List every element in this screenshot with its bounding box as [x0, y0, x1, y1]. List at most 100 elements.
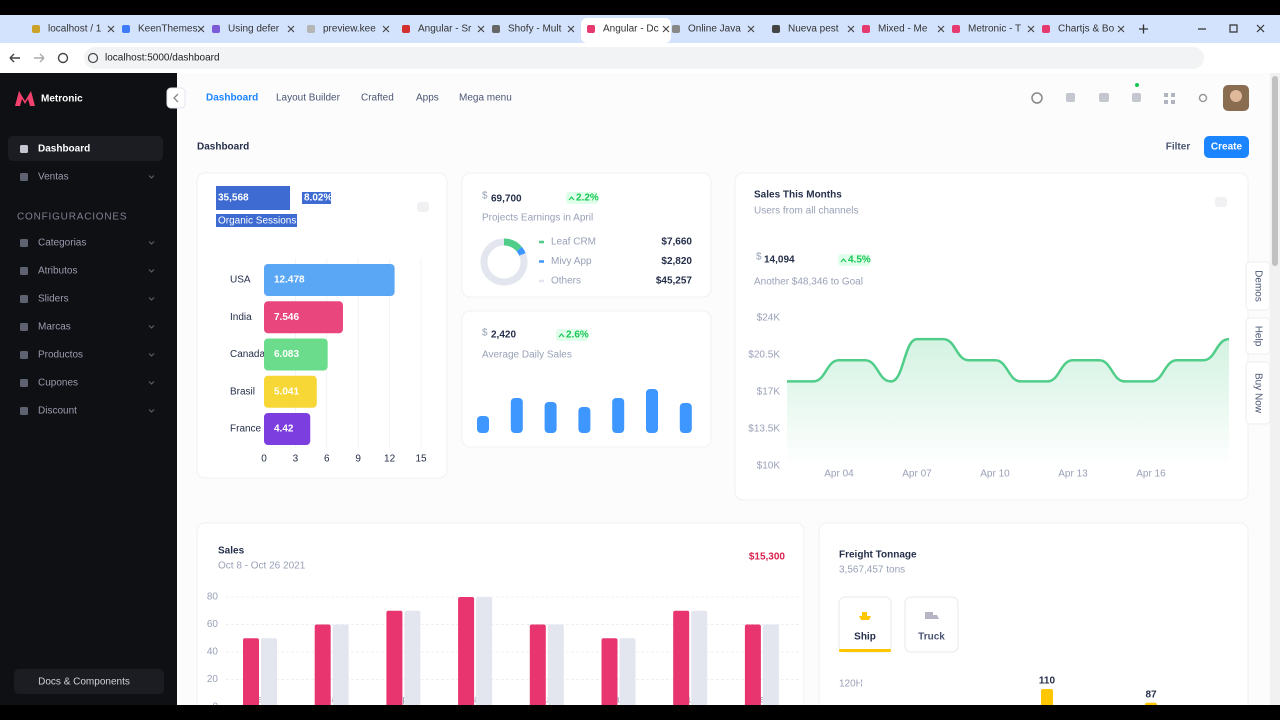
- tab-title[interactable]: Metronic - T: [968, 24, 1021, 35]
- menu-item[interactable]: Categorias: [38, 238, 86, 249]
- tab-title[interactable]: localhost / 1: [48, 24, 102, 35]
- card-menu[interactable]: [1215, 197, 1227, 207]
- x-tick-label: Apr 04: [824, 469, 854, 480]
- icon[interactable]: [1132, 93, 1141, 102]
- tab-close[interactable]: [847, 25, 855, 33]
- tab-title[interactable]: preview.kee: [323, 24, 376, 35]
- tab-close[interactable]: [382, 25, 390, 33]
- tab-title[interactable]: Angular - Dc: [603, 24, 659, 35]
- apps-icon[interactable]: [1164, 93, 1175, 104]
- window-controls[interactable]: [1198, 24, 1265, 33]
- bar: [646, 389, 658, 433]
- menu-item[interactable]: Atributos: [38, 266, 77, 277]
- forward-button[interactable]: [34, 53, 45, 63]
- theme-icon[interactable]: [1198, 93, 1208, 103]
- bar: [264, 264, 395, 296]
- tab-close[interactable]: [477, 25, 485, 33]
- search-icon[interactable]: [1031, 92, 1043, 104]
- tab-title[interactable]: KeenThemes: [138, 24, 197, 35]
- reload-button[interactable]: [57, 52, 69, 64]
- tab-title[interactable]: Using defer: [228, 24, 280, 35]
- menu-item[interactable]: Marcas: [38, 322, 71, 333]
- tab-close[interactable]: [1117, 25, 1125, 33]
- scroll-thumb[interactable]: [1272, 76, 1278, 266]
- tab-ship[interactable]: [838, 596, 892, 653]
- tab-close[interactable]: [287, 25, 295, 33]
- tab-title[interactable]: Chartjs & Bo: [1058, 24, 1115, 35]
- x-tick-label: Apr 13: [1058, 469, 1088, 480]
- chevron: [148, 269, 155, 273]
- create-label[interactable]: Create: [1211, 142, 1243, 153]
- x-tick-label: Apr: [396, 695, 412, 706]
- bar: [679, 403, 692, 433]
- tab-label[interactable]: Truck: [918, 632, 945, 643]
- new-tab[interactable]: [1139, 24, 1148, 34]
- category-label: USA: [230, 275, 251, 286]
- menu-item[interactable]: Ventas: [38, 172, 69, 183]
- stat-label: Organic Sessions: [218, 216, 296, 227]
- card-menu[interactable]: [417, 202, 429, 212]
- back-button[interactable]: [9, 53, 20, 63]
- icon[interactable]: [1066, 93, 1075, 102]
- side-tab[interactable]: [1245, 317, 1271, 355]
- chevron: [148, 297, 155, 301]
- x-tick-label: Apr 16: [1136, 469, 1166, 480]
- card-title: Sales This Months: [754, 190, 842, 201]
- tab-title[interactable]: Angular - Sr: [418, 24, 472, 35]
- menu-item[interactable]: Sliders: [38, 294, 69, 305]
- stat-label: Projects Earnings in April: [482, 213, 593, 224]
- omnibox[interactable]: [84, 47, 1204, 69]
- tab-close[interactable]: [1027, 25, 1035, 33]
- side-tab-label[interactable]: Buy Now: [1252, 373, 1263, 414]
- menu-item[interactable]: Discount: [38, 406, 77, 417]
- card-title: Freight Tonnage: [839, 550, 917, 561]
- tab-title[interactable]: Mixed - Me: [878, 24, 928, 35]
- docs-label[interactable]: Docs & Components: [38, 677, 130, 688]
- tab-close[interactable]: [567, 25, 575, 33]
- tab-close[interactable]: [107, 25, 115, 33]
- tab-title[interactable]: Shofy - Mult: [508, 24, 562, 35]
- stat-label: Average Daily Sales: [482, 350, 572, 361]
- badge-bg: [838, 254, 870, 266]
- menu-item[interactable]: Cupones: [38, 378, 78, 389]
- tab-close[interactable]: [197, 25, 205, 33]
- tab-close[interactable]: [937, 25, 945, 33]
- menu-item[interactable]: Dashboard: [38, 144, 90, 155]
- filter-button[interactable]: Filter: [1166, 142, 1191, 153]
- site-info[interactable]: [87, 52, 99, 64]
- side-tab[interactable]: [1245, 261, 1271, 311]
- area: [787, 339, 1229, 466]
- tab-truck[interactable]: [904, 596, 959, 653]
- tab-title[interactable]: Nueva pest: [788, 24, 839, 35]
- legend-value: $7,660: [661, 237, 692, 248]
- sidebar-toggle[interactable]: [166, 87, 186, 109]
- nav-link[interactable]: Dashboard: [206, 93, 258, 104]
- nav-link[interactable]: Crafted: [361, 93, 394, 104]
- tab-label[interactable]: Ship: [854, 632, 876, 643]
- side-tab-label[interactable]: Demos: [1252, 270, 1263, 302]
- y-tick-label: $10K: [757, 461, 781, 472]
- tab-title[interactable]: Online Java: [688, 24, 741, 35]
- card-subtitle: Oct 8 - Oct 26 2021: [218, 561, 306, 572]
- side-tab[interactable]: [1245, 361, 1271, 425]
- y-tick-label: 40: [207, 647, 219, 658]
- side-tab-label[interactable]: Help: [1252, 326, 1263, 347]
- docs-button[interactable]: [14, 669, 164, 694]
- value-label: 6.083: [274, 349, 299, 360]
- tab-close[interactable]: [662, 25, 670, 33]
- create-button[interactable]: [1204, 136, 1249, 158]
- badge-arrow: [840, 258, 847, 263]
- y-tick-label: $17K: [757, 387, 781, 398]
- menu-item[interactable]: Productos: [38, 350, 83, 361]
- tab-favicon: [492, 25, 500, 33]
- nav-link[interactable]: Apps: [416, 93, 439, 104]
- icon[interactable]: [1099, 93, 1109, 102]
- y-tick-label: 80: [207, 592, 219, 603]
- nav-link[interactable]: Layout Builder: [276, 93, 341, 104]
- menu-icon: [20, 379, 28, 387]
- bar: [544, 402, 557, 433]
- nav-link[interactable]: Mega menu: [459, 93, 512, 104]
- legend-label: Others: [551, 276, 581, 287]
- x-tick-label: Aug: [681, 695, 699, 706]
- tab-close[interactable]: [747, 25, 755, 33]
